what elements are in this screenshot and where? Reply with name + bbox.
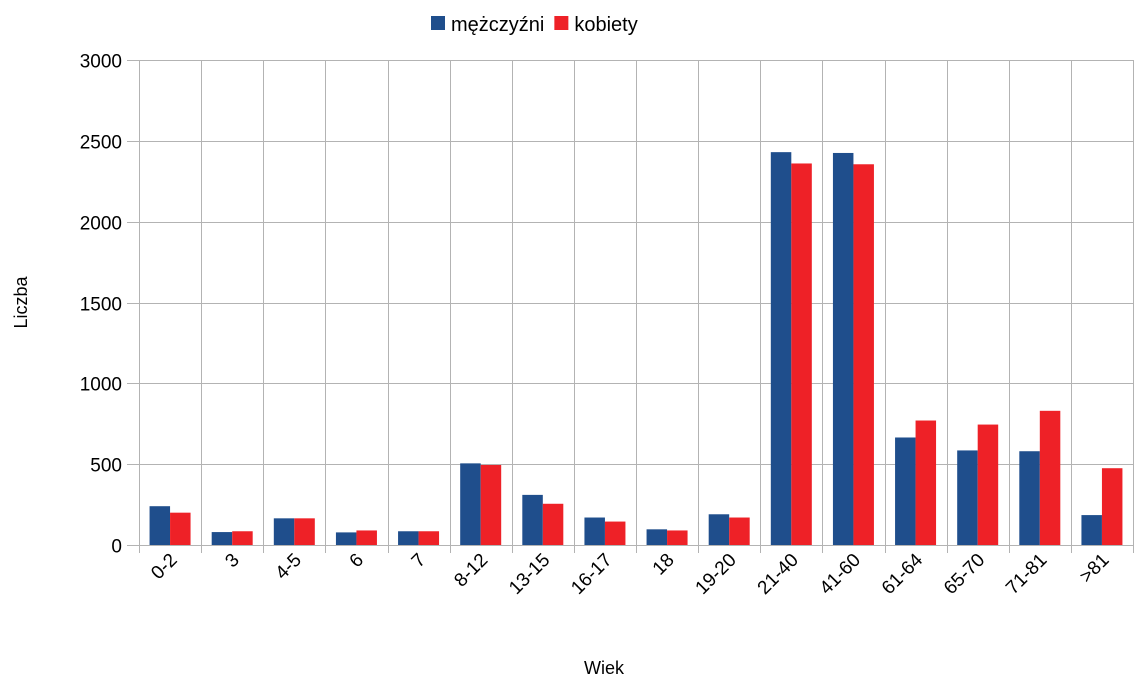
y-tick-label: 1500	[80, 295, 122, 316]
x-tick-label: 6	[346, 550, 368, 572]
bar-series-1	[895, 437, 916, 545]
x-tick-label: 71-81	[1002, 550, 1051, 599]
bar-series-2	[853, 164, 874, 545]
y-tick-label: 2000	[80, 214, 122, 235]
bar-series-1	[1081, 515, 1102, 545]
x-tick-label: 0-2	[147, 550, 181, 584]
y-tick-label: 0	[111, 537, 122, 558]
legend: mężczyźni kobiety	[431, 14, 638, 36]
bar-series-2	[480, 464, 502, 545]
bar-series-2	[232, 531, 253, 545]
y-tick-label: 1000	[80, 375, 122, 396]
x-axis-title: Wiek	[584, 658, 625, 678]
bar-series-2	[170, 512, 191, 545]
bar-series-1	[211, 532, 233, 545]
x-tick-label: 8-12	[450, 550, 492, 592]
bar-series-2	[294, 518, 315, 545]
x-tick-label: 61-64	[878, 549, 928, 599]
bar-series-1	[335, 532, 357, 545]
bar-series-1	[522, 494, 543, 545]
x-tick-label: 7	[408, 550, 430, 572]
y-tick-label: 2500	[80, 133, 122, 154]
bar-series-2	[667, 530, 688, 545]
bar-series-1	[708, 514, 730, 545]
legend-swatch	[431, 16, 445, 30]
bar-series-2	[729, 517, 750, 545]
x-tick-label: 3	[221, 550, 243, 572]
bar-series-2	[604, 521, 626, 545]
bar-series-1	[646, 529, 668, 545]
bar-series-1	[832, 152, 854, 545]
legend-label: mężczyźni	[451, 14, 544, 36]
legend-label: kobiety	[574, 14, 637, 36]
bar-series-2	[1101, 468, 1123, 545]
x-tick-label: 19-20	[692, 550, 741, 599]
bar-series-2	[791, 163, 812, 545]
bar-series-1	[398, 531, 419, 545]
x-tick-label: 13-15	[505, 550, 554, 599]
bar-series-2	[915, 420, 937, 545]
legend-swatch	[554, 16, 569, 30]
x-tick-label: 18	[649, 550, 679, 580]
x-tick-label: >81	[1076, 550, 1114, 588]
bar-series-1	[460, 463, 481, 545]
bar-series-2	[356, 530, 377, 545]
bar-series-2	[418, 531, 440, 545]
bar-series-1	[273, 518, 295, 545]
bar-series-2	[977, 424, 999, 545]
bar-series-2	[542, 503, 564, 545]
y-tick-label: 500	[90, 456, 122, 477]
grid-layer	[139, 60, 1134, 553]
bar-series-1	[584, 517, 605, 545]
y-axis-title: Liczba	[11, 275, 31, 328]
x-tick-label: 41-60	[816, 550, 865, 599]
y-tick-label: 3000	[80, 52, 122, 73]
bar-series-1	[1019, 451, 1040, 545]
x-tick-label: 16-17	[567, 550, 616, 599]
x-tick-label: 65-70	[940, 550, 989, 599]
bars-layer	[149, 152, 1123, 545]
bar-series-1	[770, 152, 792, 545]
x-tick-label: 4-5	[272, 550, 306, 584]
bar-series-1	[149, 506, 171, 545]
x-tick-label: 21-40	[754, 550, 803, 599]
bar-series-2	[1039, 410, 1061, 545]
bar-series-1	[957, 450, 978, 545]
